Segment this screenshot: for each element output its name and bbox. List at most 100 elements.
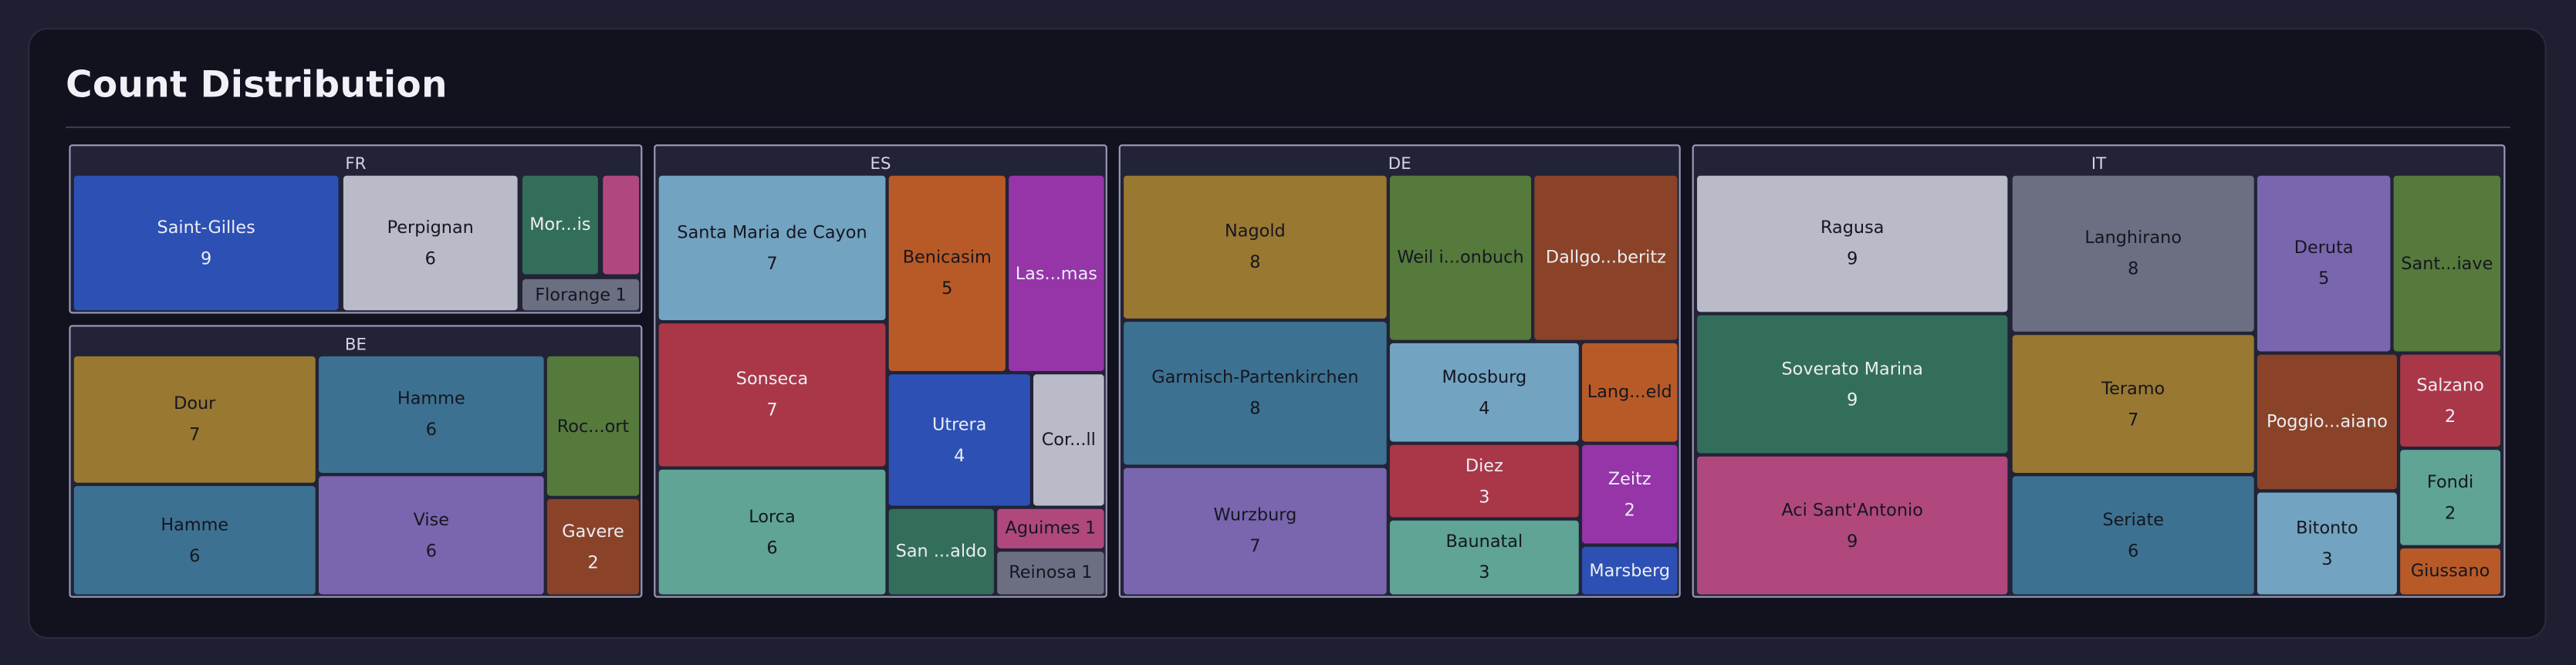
tile-value: 1 — [615, 285, 627, 305]
tile-value: 9 — [201, 248, 212, 268]
treemap-tile[interactable]: Teramo 7 — [2012, 335, 2254, 473]
tile-value: 7 — [1249, 536, 1261, 557]
tile-label: Moosburg — [1442, 366, 1527, 387]
treemap-tile[interactable]: Diez 3 — [1389, 444, 1579, 518]
treemap-tile[interactable]: Seriate 6 — [2012, 476, 2254, 595]
tile-label: Bitonto — [2296, 518, 2358, 538]
treemap-tile[interactable]: Vise 6 — [318, 476, 544, 595]
tile-value: 6 — [189, 545, 201, 566]
title-divider — [66, 126, 2510, 129]
treemap-tile[interactable]: Perpignan 6 — [343, 175, 518, 311]
tile-value: 9 — [1847, 249, 1858, 270]
tile-label: Garmisch-Partenkirchen — [1151, 367, 1359, 388]
treemap-tile[interactable]: Aci Sant'Antonio 9 — [1697, 456, 2008, 595]
tile-value: 4 — [1479, 398, 1490, 418]
treemap-tile[interactable]: Hamme 6 — [73, 486, 316, 595]
tile-value: 9 — [1847, 531, 1858, 552]
treemap-tile[interactable]: Dour 7 — [73, 356, 316, 483]
treemap-tile[interactable]: Zeitz 2 — [1582, 444, 1678, 544]
treemap-tile[interactable]: Poggio...aiano — [2257, 354, 2397, 490]
tile-label: Deruta — [2294, 238, 2354, 258]
treemap-tile[interactable]: Ragusa 9 — [1697, 175, 2008, 312]
treemap-tile[interactable]: Garmisch-Partenkirchen 8 — [1124, 322, 1387, 465]
tile-label: Sonseca — [735, 369, 809, 390]
tile-label: San ...aldo — [895, 542, 987, 562]
group-label: DE — [1388, 156, 1411, 174]
treemap-tile[interactable]: Nagold 8 — [1124, 175, 1387, 319]
treemap-tile[interactable]: Sant...iave — [2393, 175, 2501, 352]
treemap-tile[interactable]: Giussano — [2400, 548, 2501, 595]
treemap-tile[interactable]: Moosburg 4 — [1389, 343, 1579, 442]
tile-label: Mor...is — [529, 214, 591, 235]
treemap-tile[interactable]: Saint-Gilles 9 — [73, 175, 339, 311]
tile-label: Nagold — [1225, 221, 1286, 241]
tile-label: Poggio...aiano — [2266, 412, 2388, 432]
treemap-tile[interactable]: Santa Maria de Cayon 7 — [658, 175, 886, 321]
treemap-tile[interactable]: Langhirano 8 — [2012, 175, 2254, 332]
treemap-tile[interactable]: Las...mas — [1009, 175, 1104, 372]
tile-label: Wurzburg — [1213, 505, 1297, 526]
treemap-tile[interactable]: Soverato Marina 9 — [1697, 315, 2008, 454]
group-label: IT — [2091, 156, 2107, 174]
tile-label: Marsberg — [1589, 560, 1671, 581]
treemap-tile[interactable]: Gavere 2 — [546, 499, 640, 595]
treemap-tile[interactable]: Lang...eld — [1582, 343, 1678, 442]
tile-label: Zeitz — [1607, 468, 1651, 489]
tile-value: 3 — [1479, 563, 1490, 583]
tile-label: Baunatal — [1445, 532, 1523, 552]
tile-value: 5 — [2318, 269, 2330, 289]
tile-value: 6 — [766, 538, 778, 558]
tile-value: 1 — [1081, 563, 1093, 583]
tile-value: 7 — [766, 253, 778, 274]
treemap-tile[interactable]: Sonseca 7 — [658, 323, 886, 467]
tile-label: Santa Maria de Cayon — [677, 222, 867, 242]
tile-label: Giussano — [2410, 561, 2490, 582]
tile-value: 8 — [1249, 399, 1261, 419]
tile-label: Diez — [1465, 455, 1503, 476]
group-label: BE — [344, 336, 367, 355]
treemap-tile[interactable]: Cor...ll — [1033, 374, 1104, 506]
treemap-tile[interactable]: Aguimes 1 — [997, 508, 1104, 549]
treemap-tile[interactable]: Florange 1 — [522, 278, 640, 311]
treemap-tile[interactable]: Mor...is — [522, 175, 598, 275]
treemap-tile[interactable]: Lorca 6 — [658, 469, 886, 595]
treemap-tile[interactable] — [603, 175, 640, 275]
treemap-tile[interactable]: Wurzburg 7 — [1124, 468, 1387, 595]
treemap-tile[interactable]: Weil i...onbuch — [1389, 175, 1532, 340]
tile-label: Florange — [535, 285, 611, 305]
treemap-tile[interactable]: Bitonto 3 — [2257, 492, 2397, 595]
tile-value: 3 — [1479, 487, 1490, 507]
treemap-tile[interactable]: Utrera 4 — [888, 374, 1030, 506]
tile-label: Roc...ort — [556, 416, 630, 437]
tile-label: Utrera — [931, 414, 987, 434]
tile-value: 7 — [766, 400, 778, 420]
treemap-tile[interactable]: San ...aldo — [888, 508, 994, 595]
tile-value: 6 — [425, 420, 437, 441]
tile-label: Lorca — [749, 506, 796, 527]
treemap-tile[interactable]: Hamme 6 — [318, 356, 544, 473]
tile-label: Lang...eld — [1587, 382, 1672, 403]
tile-value: 7 — [189, 425, 201, 445]
tile-value: 8 — [2128, 259, 2139, 279]
tile-label: Perpignan — [387, 218, 474, 238]
treemap-tile[interactable]: Deruta 5 — [2257, 175, 2391, 352]
tile-value: 9 — [1847, 390, 1858, 410]
tile-value: 6 — [424, 248, 436, 268]
treemap-tile[interactable]: Reinosa 1 — [997, 552, 1104, 595]
treemap-tile[interactable]: Marsberg — [1582, 546, 1678, 595]
tile-value: 5 — [941, 278, 953, 299]
treemap-tile[interactable]: Roc...ort — [546, 356, 640, 496]
tile-label: Ragusa — [1820, 218, 1885, 238]
tile-label: Aci Sant'Antonio — [1781, 500, 1923, 520]
treemap-tile[interactable]: Baunatal 3 — [1389, 520, 1579, 595]
treemap-tile[interactable]: Fondi 2 — [2400, 450, 2501, 545]
tile-value: 1 — [1084, 518, 1097, 539]
treemap-tile[interactable]: Benicasim 5 — [888, 175, 1006, 372]
treemap-tile[interactable]: Salzano 2 — [2400, 354, 2501, 447]
tile-label: Dour — [174, 393, 216, 414]
tile-label: Vise — [413, 509, 450, 530]
treemap-tile[interactable]: Dallgo...beritz — [1534, 175, 1678, 340]
tile-label: Soverato Marina — [1781, 359, 1923, 379]
tile-label: Teramo — [2101, 378, 2165, 399]
